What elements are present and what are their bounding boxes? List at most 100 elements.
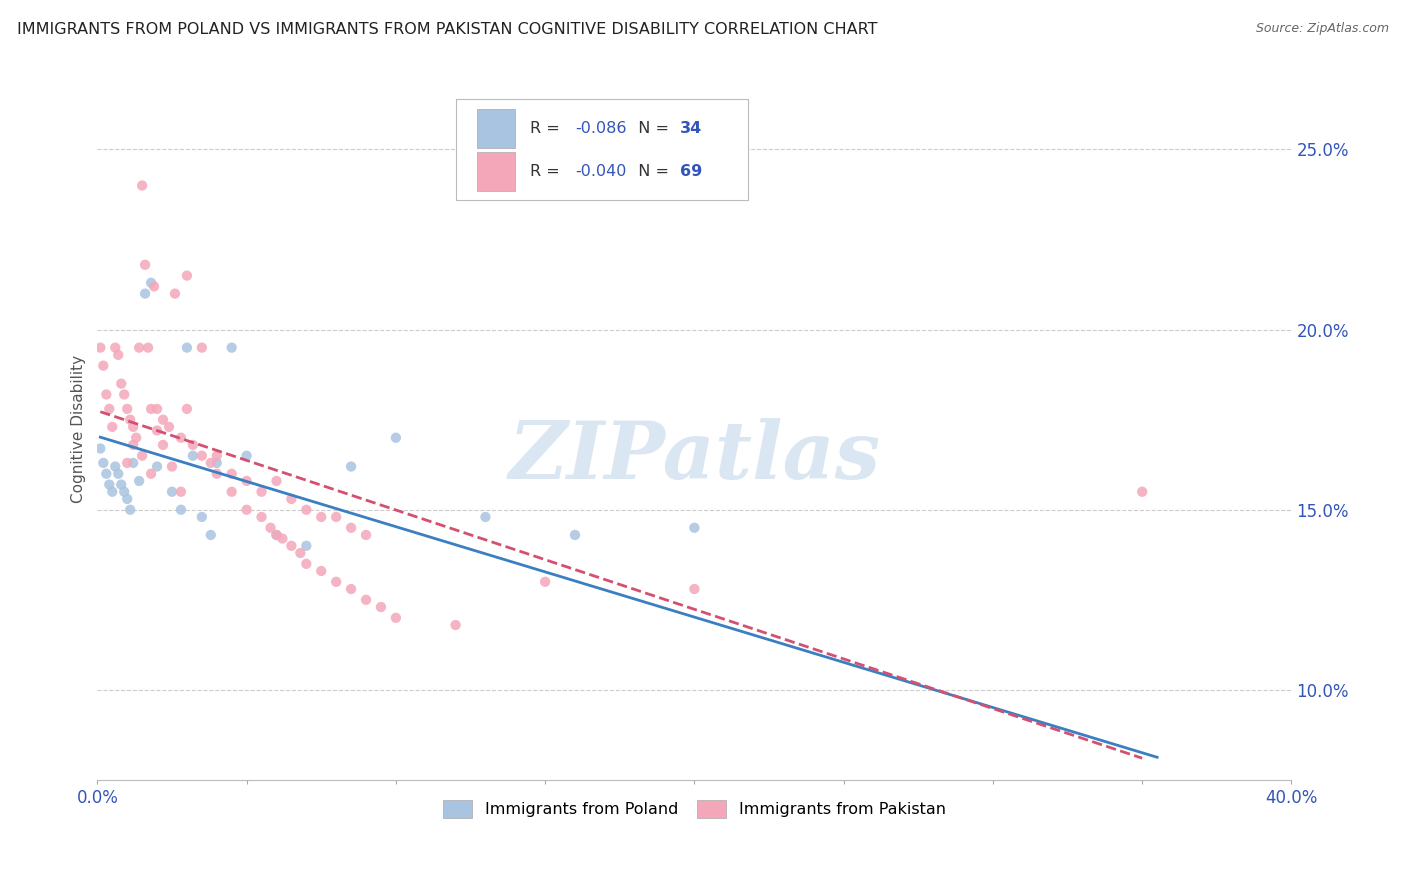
Point: [683, 582, 706, 596]
Y-axis label: Cognitive Disability: Cognitive Disability: [72, 355, 86, 503]
Point: [139, 467, 162, 481]
Point: [325, 510, 347, 524]
Point: [136, 341, 159, 355]
Point: [131, 449, 153, 463]
Point: [131, 178, 153, 193]
Point: [200, 456, 222, 470]
Text: ZIPatlas: ZIPatlas: [509, 418, 880, 496]
Point: [295, 539, 318, 553]
Point: [134, 258, 156, 272]
Point: [181, 449, 204, 463]
Point: [120, 413, 142, 427]
Point: [200, 528, 222, 542]
Point: [115, 456, 138, 470]
Point: [160, 459, 183, 474]
Point: [266, 528, 288, 542]
Text: -0.040: -0.040: [575, 164, 626, 178]
Point: [112, 484, 135, 499]
Point: [221, 341, 243, 355]
Point: [205, 467, 228, 481]
Point: [385, 431, 408, 445]
FancyBboxPatch shape: [477, 152, 515, 191]
Point: [266, 474, 288, 488]
Point: [235, 474, 257, 488]
Point: [290, 546, 312, 560]
Point: [259, 521, 281, 535]
Point: [101, 420, 124, 434]
Point: [340, 521, 363, 535]
Point: [444, 618, 467, 632]
Point: [176, 341, 198, 355]
Point: [370, 600, 392, 615]
Point: [221, 484, 243, 499]
Point: [98, 477, 121, 491]
Point: [205, 449, 228, 463]
Point: [96, 467, 118, 481]
Point: [221, 467, 243, 481]
Point: [205, 456, 228, 470]
Point: [110, 376, 132, 391]
Point: [146, 459, 169, 474]
Point: [1146, 784, 1168, 798]
Point: [271, 532, 294, 546]
Text: -0.086: -0.086: [575, 121, 627, 136]
Point: [385, 611, 408, 625]
Point: [250, 510, 273, 524]
Point: [170, 484, 193, 499]
Point: [122, 456, 145, 470]
Point: [128, 474, 150, 488]
Point: [266, 528, 288, 542]
Point: [309, 564, 332, 578]
Point: [89, 442, 111, 456]
Point: [104, 341, 127, 355]
Point: [98, 401, 121, 416]
Point: [534, 574, 557, 589]
Point: [112, 387, 135, 401]
Point: [325, 574, 347, 589]
Point: [152, 413, 174, 427]
Point: [250, 484, 273, 499]
Point: [354, 592, 377, 607]
Point: [122, 438, 145, 452]
Point: [170, 502, 193, 516]
Point: [235, 502, 257, 516]
Point: [280, 539, 302, 553]
Point: [122, 420, 145, 434]
Point: [128, 341, 150, 355]
Text: R =: R =: [530, 121, 564, 136]
Point: [139, 401, 162, 416]
Point: [354, 528, 377, 542]
Point: [295, 502, 318, 516]
Text: N =: N =: [627, 164, 673, 178]
Point: [152, 438, 174, 452]
Point: [157, 420, 180, 434]
Point: [1130, 484, 1153, 499]
Point: [170, 431, 193, 445]
Text: 69: 69: [681, 164, 703, 178]
Point: [295, 557, 318, 571]
Point: [139, 276, 162, 290]
Point: [107, 467, 129, 481]
Point: [110, 477, 132, 491]
Legend: Immigrants from Poland, Immigrants from Pakistan: Immigrants from Poland, Immigrants from …: [437, 793, 952, 825]
FancyBboxPatch shape: [477, 109, 515, 148]
Point: [101, 484, 124, 499]
Point: [96, 387, 118, 401]
Point: [125, 431, 148, 445]
Point: [91, 359, 114, 373]
Point: [115, 401, 138, 416]
Point: [181, 438, 204, 452]
Point: [176, 268, 198, 283]
Point: [143, 279, 166, 293]
Point: [115, 491, 138, 506]
Text: N =: N =: [627, 121, 673, 136]
Point: [134, 286, 156, 301]
FancyBboxPatch shape: [456, 98, 748, 201]
Point: [91, 456, 114, 470]
Point: [104, 459, 127, 474]
Point: [146, 424, 169, 438]
Point: [235, 449, 257, 463]
Point: [340, 459, 363, 474]
Point: [564, 528, 586, 542]
Point: [120, 502, 142, 516]
